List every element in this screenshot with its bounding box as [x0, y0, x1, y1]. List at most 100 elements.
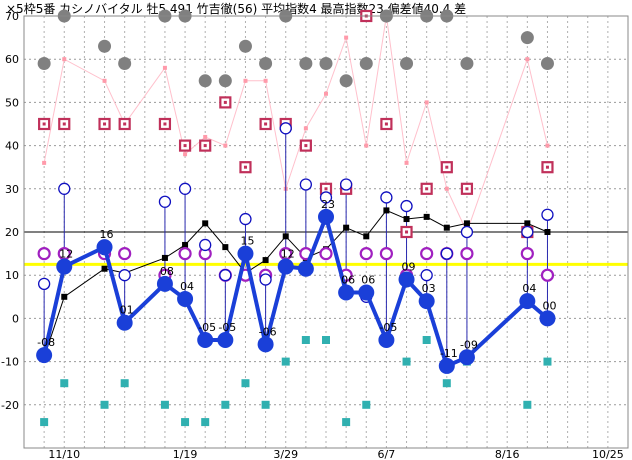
teal-square: [261, 400, 270, 409]
y-tick-label: 70: [5, 10, 19, 23]
average-point: [524, 220, 531, 227]
purple-ring: [319, 247, 333, 261]
teal-square: [543, 357, 552, 366]
crimson-square-dot: [465, 187, 469, 191]
crimson-square-dot: [264, 122, 268, 126]
gray-dot: [98, 39, 112, 53]
average-point: [403, 216, 410, 223]
upper-pink-point: [364, 143, 369, 148]
blue-ring: [460, 225, 474, 239]
y-tick-label: 20: [5, 226, 19, 239]
x-tick-label: 3/29: [273, 448, 298, 460]
upper-pink-point: [303, 126, 308, 131]
average-point: [182, 241, 189, 248]
main-point: [338, 284, 355, 301]
main-point: [418, 293, 435, 310]
blue-ring: [239, 212, 252, 226]
main-data-label: 12: [59, 248, 73, 261]
gray-dot: [118, 57, 132, 71]
main-point: [458, 349, 475, 366]
main-point: [398, 271, 415, 288]
upper-pink-point: [162, 65, 167, 70]
teal-square: [160, 400, 169, 409]
main-data-label: 04: [180, 280, 194, 293]
crimson-square-dot: [405, 230, 409, 234]
crimson-square-dot: [123, 122, 127, 126]
blue-ring: [440, 247, 453, 260]
main-data-label: 12: [281, 248, 295, 261]
purple-ring: [420, 247, 434, 261]
main-point: [539, 310, 556, 327]
teal-square: [523, 400, 532, 409]
teal-square: [342, 418, 351, 427]
gray-dot: [339, 74, 353, 88]
teal-square: [241, 379, 250, 388]
y-tick-label: -20: [1, 399, 19, 412]
blue-ring: [259, 273, 272, 286]
average-point: [363, 233, 370, 240]
average-point: [343, 224, 350, 231]
blue-ring: [420, 269, 433, 282]
average-point: [443, 224, 450, 231]
average-point: [202, 220, 209, 227]
crimson-square-dot: [445, 165, 449, 169]
gray-dot: [238, 39, 252, 53]
blue-ring: [158, 195, 172, 208]
upper-pink-line: [43, 15, 548, 234]
x-tick-label: 6/7: [378, 448, 396, 460]
upper-pink-point: [243, 78, 248, 83]
y-tick-label: 60: [5, 53, 19, 66]
blue-ring: [299, 178, 313, 191]
main-data-label: 00: [542, 299, 556, 312]
purple-ring: [379, 247, 393, 261]
purple-ring: [118, 247, 132, 261]
blue-ring: [37, 277, 51, 290]
average-point: [282, 233, 289, 240]
teal-square: [362, 400, 371, 409]
crimson-square-dot: [384, 122, 388, 126]
crimson-square-dot: [243, 165, 247, 169]
teal-square: [281, 357, 290, 366]
plot-border: [23, 15, 629, 449]
teal-square: [60, 379, 69, 388]
blue-ring: [400, 199, 413, 213]
main-point: [438, 357, 455, 374]
average-point: [423, 213, 430, 220]
main-line: [42, 214, 549, 368]
gray-dot: [299, 57, 313, 71]
gray-dot: [359, 57, 373, 71]
y-tick-label: 50: [5, 96, 19, 109]
x-tick-label: 1/19: [173, 448, 198, 460]
average-point: [544, 229, 551, 235]
main-data-label: 08: [160, 265, 174, 278]
main-point: [116, 314, 133, 331]
main-point: [358, 284, 375, 301]
gray-dot: [198, 74, 212, 88]
upper-pink-point: [444, 186, 449, 191]
purple-ring: [460, 247, 474, 261]
teal-square: [402, 357, 411, 366]
crimson-square-dot: [42, 122, 46, 126]
upper-pink-point: [102, 78, 107, 83]
main-point: [177, 290, 194, 307]
main-point: [36, 347, 53, 364]
blue-ring: [58, 182, 71, 195]
purple-ring: [178, 247, 192, 261]
gray-dot: [37, 57, 51, 71]
teal-square: [181, 418, 190, 427]
teal-square: [120, 379, 129, 388]
main-point: [217, 332, 234, 348]
main-data-label: 15: [240, 235, 254, 248]
main-data-label: -06: [259, 325, 277, 338]
teal-square: [422, 336, 431, 344]
upper-pink-point: [62, 57, 67, 62]
main-data-label: -09: [460, 338, 478, 351]
teal-square: [442, 379, 451, 388]
purple-ring: [540, 268, 555, 282]
teal-square: [100, 400, 109, 409]
average-point: [61, 293, 68, 300]
upper-pink-point: [344, 35, 349, 40]
